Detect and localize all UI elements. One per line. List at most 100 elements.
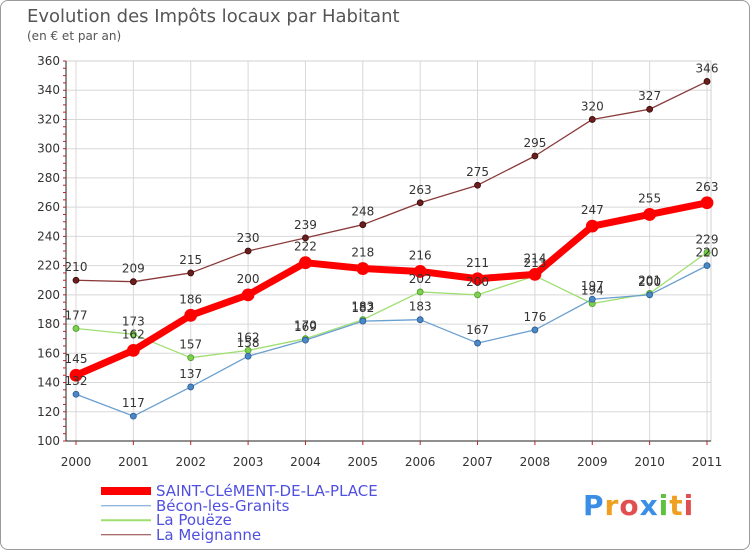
data-label: 200	[237, 272, 260, 286]
y-tick-label: 260	[37, 200, 60, 214]
data-label: 346	[696, 61, 719, 75]
data-label: 327	[638, 89, 661, 103]
data-point	[72, 276, 80, 284]
y-tick-label: 300	[37, 142, 60, 156]
data-label: 218	[351, 246, 374, 260]
y-tick-label: 100	[37, 434, 60, 448]
x-tick-label: 2002	[175, 455, 206, 469]
data-label: 167	[466, 323, 489, 337]
data-label: 216	[409, 248, 432, 262]
data-point	[129, 412, 137, 420]
data-point	[413, 265, 427, 278]
x-tick-label: 2007	[462, 455, 493, 469]
y-tick-label: 180	[37, 317, 60, 331]
series-line	[75, 80, 708, 283]
data-label: 177	[65, 308, 88, 322]
data-point	[703, 262, 711, 270]
data-label: 239	[294, 218, 317, 232]
brand-letter: r	[604, 489, 620, 522]
data-point	[302, 336, 309, 344]
data-label: 201	[638, 273, 661, 287]
data-label: 157	[179, 338, 202, 352]
brand-letter: P	[583, 489, 605, 522]
grid	[65, 60, 712, 442]
data-point	[244, 247, 252, 255]
data-label: 215	[179, 253, 202, 267]
y-tick-label: 220	[37, 259, 60, 273]
legend-swatch	[101, 505, 151, 507]
y-tick-label: 140	[37, 376, 60, 390]
x-tick-label: 2008	[520, 455, 551, 469]
x-tick-label: 2000	[61, 455, 92, 469]
x-tick-label: 2004	[290, 455, 321, 469]
series-line	[72, 199, 711, 379]
data-label: 210	[65, 260, 88, 274]
brand-letter: t	[669, 489, 684, 522]
data-point	[646, 105, 654, 113]
data-label: 213	[523, 256, 546, 270]
data-point	[416, 316, 424, 324]
legend-swatch	[101, 487, 151, 496]
data-label: 183	[351, 300, 374, 314]
legend-label: La Pouëze	[156, 511, 232, 529]
data-label: 194	[581, 284, 604, 298]
data-label: 117	[122, 396, 145, 410]
data-label: 170	[294, 319, 317, 333]
y-tick-label: 240	[37, 229, 60, 243]
y-tick-label: 280	[37, 171, 60, 185]
chart-title: Evolution des Impôts locaux par Habitant	[27, 6, 400, 27]
data-point	[474, 291, 481, 299]
data-point	[302, 234, 309, 242]
data-point	[531, 326, 539, 334]
series	[69, 78, 714, 420]
legend-label: SAINT-CLéMENT-DE-LA-PLACE	[156, 482, 378, 500]
data-label: 255	[638, 191, 661, 205]
data-label: 137	[179, 367, 202, 381]
x-tick-label: 2006	[405, 455, 436, 469]
x-tick-label: 2010	[634, 455, 665, 469]
data-label: 220	[696, 246, 719, 260]
data-label: 214	[523, 251, 546, 265]
data-label: 197	[581, 279, 604, 293]
data-point	[416, 199, 424, 207]
data-point	[359, 317, 367, 325]
data-point	[187, 383, 195, 391]
data-point	[646, 291, 654, 299]
chart-subtitle: (en € et par an)	[27, 29, 122, 43]
data-point	[471, 272, 484, 286]
legend-swatch	[101, 534, 151, 536]
data-label: 222	[294, 240, 317, 254]
data-label: 247	[581, 203, 604, 217]
data-label: 248	[351, 205, 374, 219]
data-label: 169	[294, 320, 317, 334]
data-label: 229	[696, 232, 719, 246]
data-label: 200	[638, 275, 661, 289]
x-tick-label: 2009	[577, 455, 608, 469]
data-label: 200	[466, 275, 489, 289]
data-label: 173	[122, 314, 145, 328]
data-point	[126, 343, 140, 357]
plot-border	[65, 60, 712, 442]
data-point	[588, 295, 596, 303]
data-point	[643, 208, 657, 221]
brand-letter: x	[639, 489, 659, 522]
y-tick-label: 120	[37, 405, 60, 419]
data-label: 211	[466, 256, 489, 270]
y-tick-label: 360	[37, 54, 60, 68]
data-point	[416, 288, 424, 296]
legend-swatch	[101, 519, 151, 521]
brand-letter: o	[619, 489, 640, 522]
data-label: 183	[409, 300, 432, 314]
data-point	[700, 196, 714, 210]
series-line	[75, 264, 708, 417]
data-labels: 210 209 215 230 239 248 263 275 295 320 327 346 177 1…	[65, 61, 719, 410]
data-point	[703, 249, 711, 256]
data-point	[69, 368, 83, 382]
data-point	[474, 339, 481, 347]
data-point	[184, 308, 198, 322]
x-tick-label: 2005	[348, 455, 379, 469]
brand-logo: Proxiti	[583, 489, 694, 522]
legend-label: La Meignanne	[156, 525, 262, 544]
